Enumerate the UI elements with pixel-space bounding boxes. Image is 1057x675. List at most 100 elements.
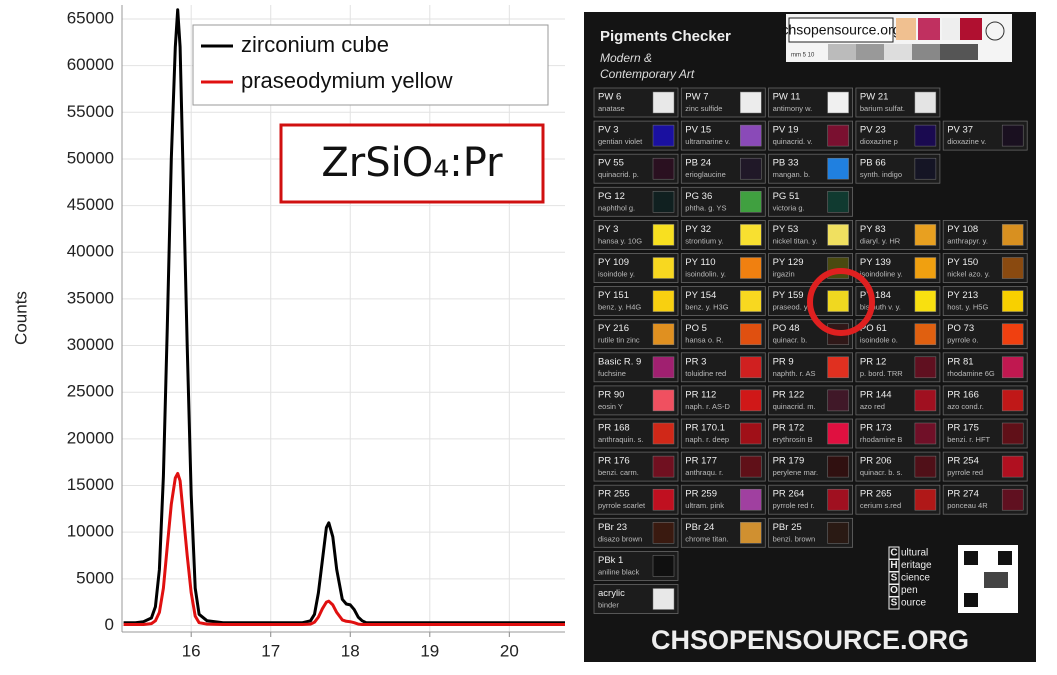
pigment-name: zinc sulfide [685,104,722,113]
pigment-swatch [652,389,675,412]
pigment-swatch [827,157,849,180]
pigment-code: Basic R. 9 [598,356,641,367]
y-tick-label: 35000 [67,288,114,307]
pigment-name: pyrrole red r. [773,501,815,510]
pigment-code: PG 51 [773,191,800,202]
pigment-swatch [740,356,762,379]
pigment-name: dioxazine p [860,137,898,146]
logo-letter-box [888,596,900,610]
pigment-code: PY 213 [947,290,978,301]
pigment-name: fuchsine [598,369,626,378]
patch [918,18,940,40]
patch [856,44,884,60]
pigment-swatch [914,356,937,379]
pigment-name: disazo brown [598,534,642,543]
pigment-name: synth. indigo [860,170,902,179]
pigment-code: PG 12 [598,191,625,202]
pigment-swatch [914,91,937,114]
pigment-code: PR 90 [598,389,624,400]
pigment-swatch [652,323,675,345]
logo-letter: O [890,585,898,596]
pigment-code: PR 206 [860,456,892,467]
pigment-name: isoindolin. y. [685,269,726,278]
pigment-code: PV 15 [685,125,711,136]
pigment-code: PY 129 [773,257,804,268]
pigment-code: PO 5 [685,323,707,334]
pigment-swatch [914,422,937,445]
pigment-swatch [740,522,762,544]
patch [960,18,982,40]
pigment-swatch [827,91,849,114]
pigment-swatch [652,588,675,610]
pigment-name: ultramarine v. [685,137,730,146]
pigment-name: naphthol g. [598,203,635,212]
patch [940,44,978,60]
pigment-code: PB 24 [685,158,711,169]
pigment-name: pyrrole o. [947,336,978,345]
pigment-name: toluidine red [685,369,726,378]
pigment-code: PR 3 [685,356,706,367]
y-tick-label: 40000 [67,242,114,261]
pigment-name: mangan. b. [773,170,811,179]
pigment-code: PY 3 [598,224,618,235]
x-tick-label: 19 [420,641,439,660]
pigment-name: phtha. g. YS [685,203,726,212]
pigment-swatch [914,488,937,511]
pigment-name: benzi. r. HFT [947,435,990,444]
pigment-name: quinacrid. v. [773,137,813,146]
card-footer: CHSOPENSOURCE.ORG [651,625,969,655]
pigment-code: PR 170.1 [685,423,725,434]
pigment-name: erioglaucine [685,170,725,179]
pigment-name: hansa o. R. [685,336,723,345]
pigment-name: rhodamine 6G [947,369,995,378]
pigment-code: PY 151 [598,290,629,301]
qr-block [984,572,1008,588]
pigment-name: isoindole o. [860,336,898,345]
card-label: chsopensource.org [781,22,900,38]
pigment-swatch [1001,389,1024,412]
pigment-code: acrylic [598,588,625,599]
pigment-code: PR 274 [947,489,979,500]
annotation: ZrSiO₄:Pr [321,140,503,186]
pigment-code: PR 172 [773,423,805,434]
pigment-code: PR 254 [947,456,979,467]
logo-word: cience [901,573,930,584]
pigment-name: barium sulfat. [860,104,905,113]
patch [828,44,856,60]
pigment-swatch [827,522,849,544]
pigment-swatch [914,455,937,478]
pigment-swatch [740,389,762,412]
legend-label: zirconium cube [241,32,389,57]
card-subtitle: Contemporary Art [600,67,695,81]
pigment-card: Pigments Checker Modern & Contemporary A… [584,12,1036,662]
pigment-name: benzi. brown [773,534,816,543]
legend-label: praseodymium yellow [241,68,453,93]
scale: mm 5 10 [791,53,815,59]
pigment-code: PB 33 [773,158,799,169]
annotation-box [279,123,545,204]
pigment-name: gentian violet [598,137,643,146]
pigment-swatch [827,422,849,445]
legend-box [192,24,549,106]
y-tick-label: 60000 [67,55,114,74]
pigment-code: PG 36 [685,191,712,202]
pigment-code: PW 7 [685,92,708,103]
pigment-code: PW 6 [598,92,621,103]
pigment-swatch [827,224,849,246]
pigment-code: PV 19 [773,125,799,136]
pigment-name: ponceau 4R [947,501,988,510]
pigment-swatch [652,555,675,577]
pigment-swatch [652,422,675,445]
pigment-swatch [740,488,762,511]
pigment-name: isoindole y. [598,269,635,278]
pigment-name: p. bord. TRR [860,369,903,378]
logo-letter: C [890,548,897,559]
pigment-code: PR 122 [773,389,805,400]
qr-block [964,551,978,565]
logo-word: ource [901,598,926,609]
pigment-swatch [1001,257,1024,279]
y-tick-label: 0 [105,615,114,634]
pigment-code: PR 112 [685,389,716,400]
pigment-name: pyrrole scarlet [598,501,646,510]
